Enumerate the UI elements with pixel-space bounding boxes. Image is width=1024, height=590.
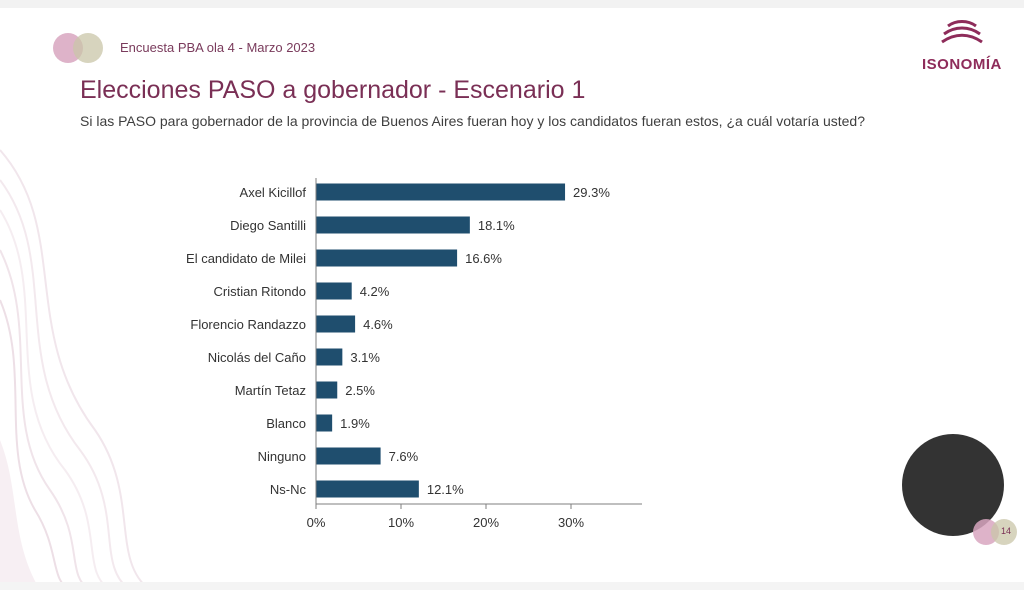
page-number: 14: [1001, 526, 1012, 536]
bar: [316, 282, 352, 300]
bottom-bar: [0, 582, 1024, 590]
data-label: 4.6%: [363, 317, 393, 332]
data-label: 3.1%: [350, 350, 380, 365]
top-bar: [0, 0, 1024, 8]
page-title: Elecciones PASO a gobernador - Escenario…: [80, 76, 586, 104]
bar: [316, 348, 343, 366]
x-tick-label: 20%: [473, 515, 499, 530]
category-label: Cristian Ritondo: [214, 284, 307, 299]
category-label: Nicolás del Caño: [208, 350, 306, 365]
brand-logo: ISONOMÍA: [922, 18, 1001, 73]
bar: [316, 183, 566, 201]
x-tick-label: 10%: [388, 515, 414, 530]
data-label: 2.5%: [345, 383, 375, 398]
bar: [316, 480, 419, 498]
page-subtitle: Si las PASO para gobernador de la provin…: [80, 113, 865, 129]
category-label: El candidato de Milei: [186, 251, 306, 266]
survey-logo-icon: [53, 33, 103, 63]
x-tick-label: 0%: [307, 515, 326, 530]
bar: [316, 447, 381, 465]
category-label: Ninguno: [258, 449, 306, 464]
category-label: Blanco: [266, 416, 306, 431]
bar: [316, 249, 458, 267]
data-label: 4.2%: [360, 284, 390, 299]
category-label: Ns-Nc: [270, 482, 307, 497]
bar: [316, 315, 356, 333]
data-label: 12.1%: [427, 482, 464, 497]
brand-name: ISONOMÍA: [922, 56, 1002, 73]
brand-wave-icon: [941, 20, 983, 44]
survey-label: Encuesta PBA ola 4 - Marzo 2023: [120, 40, 316, 55]
data-label: 1.9%: [340, 416, 370, 431]
category-label: Martín Tetaz: [235, 383, 306, 398]
data-label: 16.6%: [465, 251, 502, 266]
category-label: Florencio Randazzo: [190, 317, 306, 332]
page-number-circles-icon: [973, 519, 1017, 545]
x-tick-label: 30%: [558, 515, 584, 530]
category-label: Diego Santilli: [230, 218, 306, 233]
data-label: 7.6%: [389, 449, 419, 464]
bar: [316, 414, 333, 432]
overlay-circle: [902, 434, 1004, 536]
data-label: 18.1%: [478, 218, 515, 233]
bar: [316, 381, 338, 399]
data-label: 29.3%: [573, 185, 610, 200]
category-label: Axel Kicillof: [240, 185, 307, 200]
bar: [316, 216, 470, 234]
